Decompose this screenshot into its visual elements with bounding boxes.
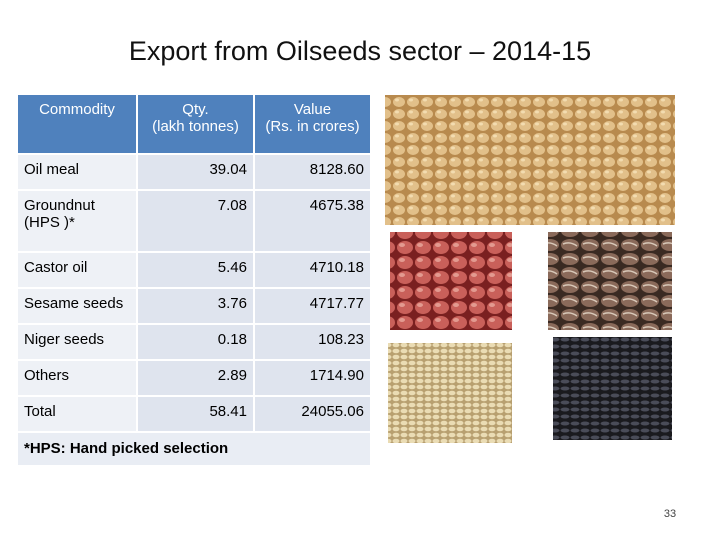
table-cell: Groundnut (HPS )* <box>18 191 136 251</box>
table-cell: 108.23 <box>253 325 370 359</box>
header-cell: Commodity <box>39 101 115 118</box>
table-row: Niger seeds 0.18 108.23 <box>18 325 370 361</box>
table-cell: 2.89 <box>136 361 253 395</box>
slide-title: Export from Oilseeds sector – 2014-15 <box>128 36 592 66</box>
table-cell: Others <box>18 361 136 395</box>
table-cell: Sesame seeds <box>18 289 136 323</box>
groundnut-photo <box>390 232 512 330</box>
table-cell: 4710.18 <box>253 253 370 287</box>
table-cell: 1714.90 <box>253 361 370 395</box>
table-cell: Oil meal <box>18 155 136 189</box>
table-cell: 39.04 <box>136 155 253 189</box>
table-cell: 4675.38 <box>253 191 370 251</box>
soybean-photo <box>385 95 675 225</box>
table-cell: Castor oil <box>18 253 136 287</box>
table-cell: 5.46 <box>136 253 253 287</box>
sesame-photo <box>388 343 512 443</box>
table-cell: Niger seeds <box>18 325 136 359</box>
header-row: Commodity Qty. (lakh tonnes) Value (Rs. in… <box>18 95 370 155</box>
table-row: Oil meal 39.04 8128.60 <box>18 155 370 191</box>
export-table: Commodity Qty. (lakh tonnes) Value (Rs. in… <box>18 95 370 465</box>
header-cell: Value (Rs. in crores) <box>253 95 370 153</box>
table-cell: 8128.60 <box>253 155 370 189</box>
table-cell: Total <box>18 397 136 431</box>
castor-photo <box>548 232 672 330</box>
header-cell: Qty. (lakh tonnes) <box>136 95 253 153</box>
table-row: Groundnut (HPS )* 7.08 4675.38 <box>18 191 370 253</box>
niger-photo <box>553 337 672 440</box>
table-cell: 58.41 <box>136 397 253 431</box>
footnote: *HPS: Hand picked selection <box>18 433 370 465</box>
table-cell: 3.76 <box>136 289 253 323</box>
page-number: 33 <box>663 508 677 520</box>
table-row: Castor oil 5.46 4710.18 <box>18 253 370 289</box>
table-row: Others 2.89 1714.90 <box>18 361 370 397</box>
table-cell: 4717.77 <box>253 289 370 323</box>
table-cell: 7.08 <box>136 191 253 251</box>
table-row: Total 58.41 24055.06 <box>18 397 370 433</box>
table-cell: 24055.06 <box>253 397 370 431</box>
table-cell: 0.18 <box>136 325 253 359</box>
table-row: Sesame seeds 3.76 4717.77 <box>18 289 370 325</box>
